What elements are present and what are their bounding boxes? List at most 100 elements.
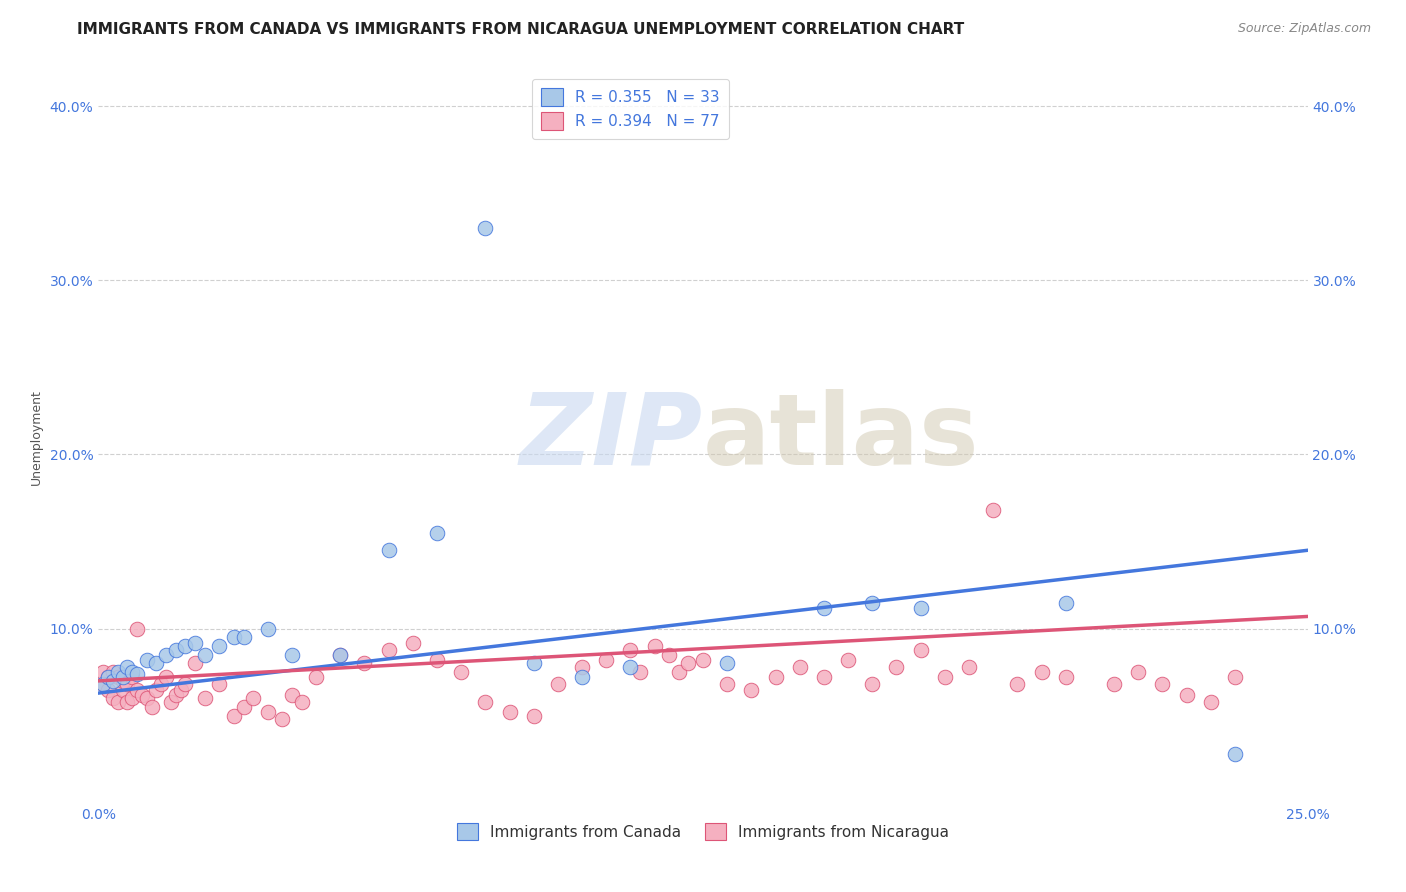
Point [1175, 688, 1198, 702]
Point [595, 653, 617, 667]
Point [91, 665, 114, 680]
Point [101, 691, 124, 706]
Point [121, 691, 143, 706]
Point [692, 653, 714, 667]
Point [256, 705, 278, 719]
Point [97, 670, 120, 684]
Point [353, 657, 375, 671]
Point [1031, 665, 1053, 680]
Point [305, 670, 328, 684]
Point [886, 660, 908, 674]
Point [127, 667, 149, 681]
Point [165, 688, 187, 702]
Point [117, 660, 139, 674]
Point [329, 648, 352, 662]
Point [668, 665, 690, 680]
Point [91, 677, 114, 691]
Point [1223, 747, 1246, 761]
Point [934, 670, 956, 684]
Point [450, 665, 472, 680]
Point [232, 631, 254, 645]
Text: IMMIGRANTS FROM CANADA VS IMMIGRANTS FROM NICARAGUA UNEMPLOYMENT CORRELATION CHA: IMMIGRANTS FROM CANADA VS IMMIGRANTS FRO… [77, 22, 965, 37]
Point [242, 691, 264, 706]
Point [910, 642, 932, 657]
Point [837, 653, 859, 667]
Point [135, 691, 157, 706]
Point [426, 525, 449, 540]
Point [377, 543, 399, 558]
Point [169, 682, 191, 697]
Point [165, 642, 187, 657]
Point [619, 660, 641, 674]
Point [121, 670, 143, 684]
Point [135, 653, 157, 667]
Point [107, 670, 129, 684]
Point [160, 695, 183, 709]
Point [523, 657, 546, 671]
Point [107, 695, 129, 709]
Point [155, 670, 177, 684]
Point [957, 660, 980, 674]
Point [498, 705, 520, 719]
Point [1054, 595, 1077, 609]
Point [127, 622, 149, 636]
Point [111, 673, 134, 688]
Point [97, 670, 120, 684]
Point [1128, 665, 1150, 680]
Point [121, 665, 143, 680]
Point [789, 660, 811, 674]
Point [97, 682, 120, 697]
Point [678, 657, 700, 671]
Point [474, 695, 496, 709]
Point [740, 682, 762, 697]
Point [208, 677, 231, 691]
Point [222, 631, 245, 645]
Point [1102, 677, 1125, 691]
Point [910, 600, 932, 615]
Point [256, 622, 278, 636]
Point [281, 688, 304, 702]
Point [1223, 670, 1246, 684]
Point [184, 635, 207, 649]
Point [117, 695, 139, 709]
Point [644, 639, 666, 653]
Point [107, 665, 129, 680]
Point [571, 660, 593, 674]
Point [145, 682, 167, 697]
Point [426, 653, 449, 667]
Point [860, 677, 883, 691]
Point [628, 665, 651, 680]
Point [619, 642, 641, 657]
Point [174, 639, 197, 653]
Point [194, 691, 217, 706]
Point [716, 677, 738, 691]
Point [91, 677, 114, 691]
Point [145, 657, 167, 671]
Point [111, 670, 134, 684]
Point [184, 657, 207, 671]
Point [111, 682, 134, 697]
Point [150, 677, 173, 691]
Point [232, 700, 254, 714]
Text: Source: ZipAtlas.com: Source: ZipAtlas.com [1237, 22, 1371, 36]
Point [127, 682, 149, 697]
Point [1199, 695, 1222, 709]
Point [402, 635, 425, 649]
Point [813, 600, 835, 615]
Point [174, 677, 197, 691]
Point [141, 700, 163, 714]
Point [194, 648, 217, 662]
Point [101, 673, 124, 688]
Point [131, 688, 153, 702]
Point [155, 648, 177, 662]
Text: atlas: atlas [703, 389, 980, 485]
Point [222, 708, 245, 723]
Legend: Immigrants from Canada, Immigrants from Nicaragua: Immigrants from Canada, Immigrants from … [451, 816, 955, 847]
Point [1152, 677, 1174, 691]
Text: ZIP: ZIP [520, 389, 703, 485]
Point [377, 642, 399, 657]
Point [765, 670, 787, 684]
Point [860, 595, 883, 609]
Point [716, 657, 738, 671]
Point [1054, 670, 1077, 684]
